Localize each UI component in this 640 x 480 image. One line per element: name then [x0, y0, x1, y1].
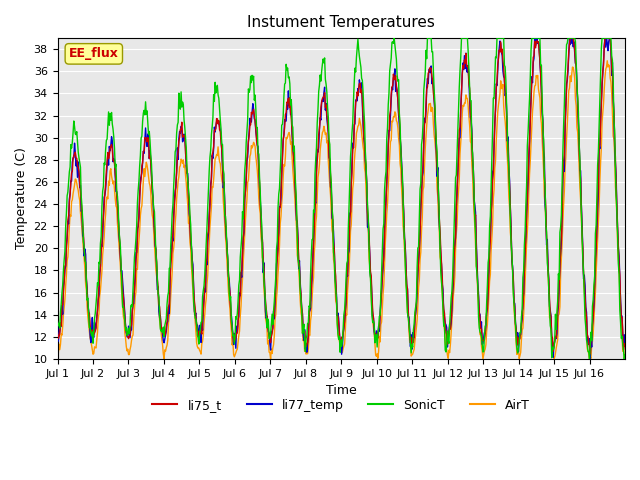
- Title: Instument Temperatures: Instument Temperatures: [247, 15, 435, 30]
- Text: EE_flux: EE_flux: [69, 48, 119, 60]
- X-axis label: Time: Time: [326, 384, 356, 397]
- Legend: li75_t, li77_temp, SonicT, AirT: li75_t, li77_temp, SonicT, AirT: [147, 394, 535, 417]
- Y-axis label: Temperature (C): Temperature (C): [15, 147, 28, 250]
